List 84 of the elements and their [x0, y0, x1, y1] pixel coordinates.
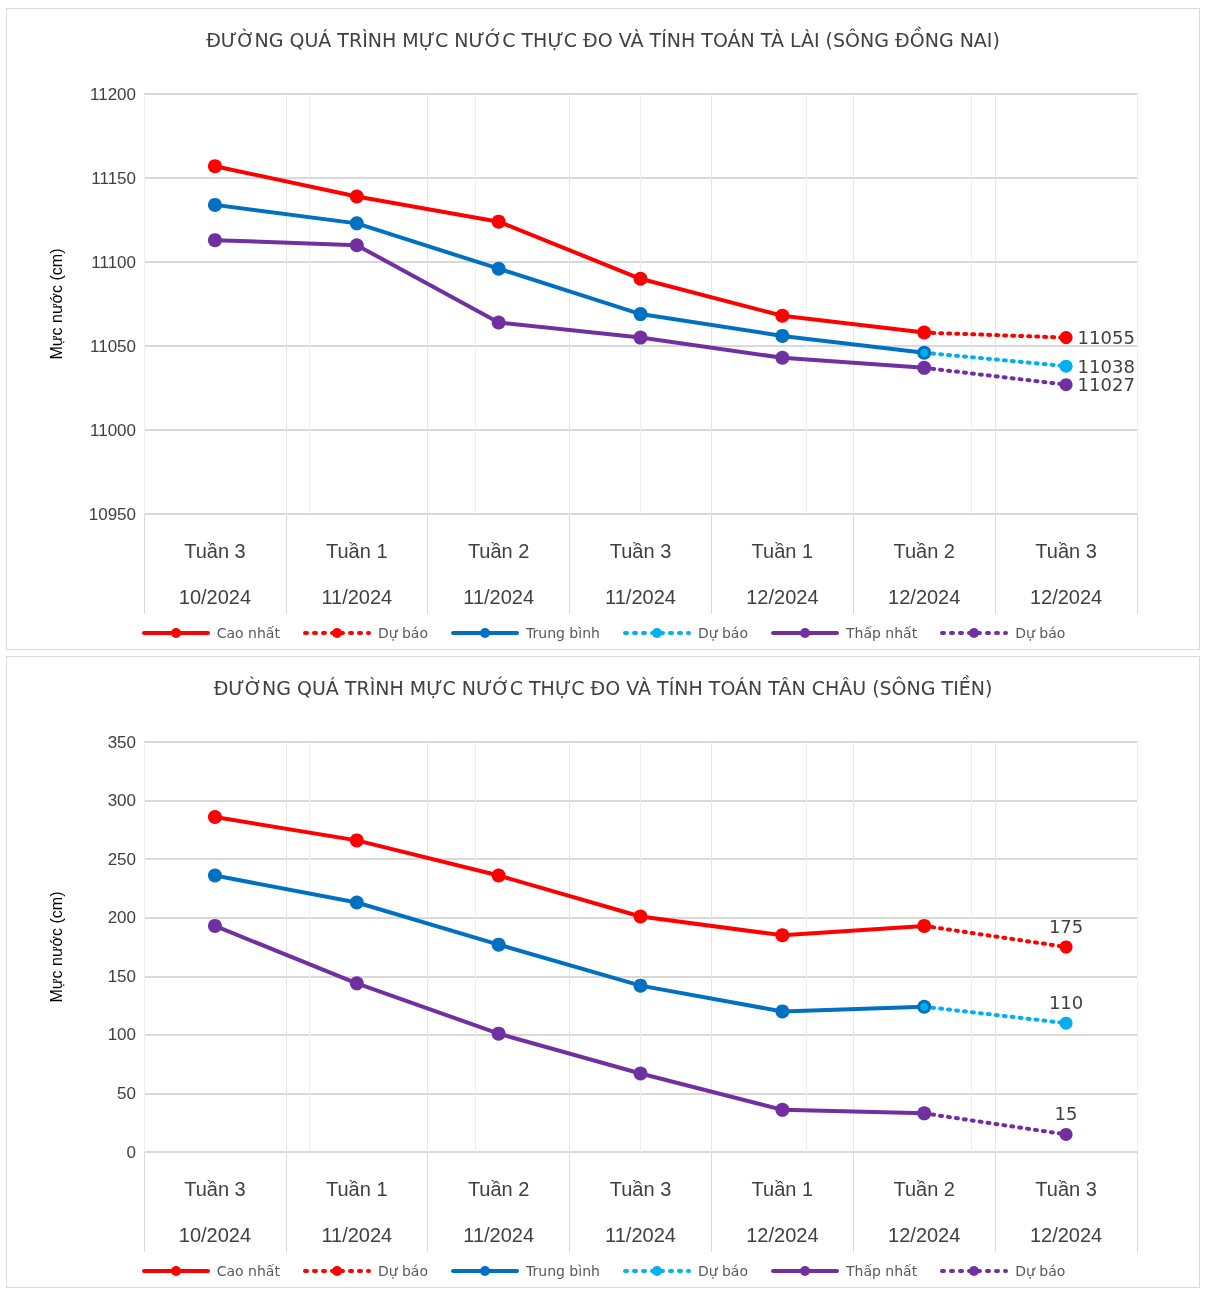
point [349, 189, 364, 204]
y-tick-label: 50 [117, 1083, 136, 1103]
point [349, 976, 364, 991]
point [633, 330, 648, 345]
category-label: Tuần 3 12/2024 [1029, 540, 1103, 608]
y-tick-label: 11150 [91, 168, 136, 188]
legend-label: Dự báo [1015, 1263, 1066, 1279]
legend-label: Dự báo [1015, 625, 1066, 641]
point [633, 978, 648, 993]
point [207, 868, 222, 883]
point [207, 159, 222, 174]
point [349, 833, 364, 848]
point [207, 233, 222, 248]
point [775, 1004, 790, 1019]
point [775, 328, 790, 343]
point [1059, 1127, 1073, 1141]
legend-label: Dự báo [697, 625, 749, 641]
point [1059, 331, 1073, 345]
data-label: 15 [1054, 1103, 1078, 1125]
y-tick-label: 300 [107, 791, 136, 811]
category-label: Tuần 3 10/2024 [178, 540, 252, 608]
chart-title: ĐƯỜNG QUÁ TRÌNH MỰC NƯỚC THỰC ĐO VÀ TÍNH TOÁN TÂN CHÂU (SÔNG TIỀN) [213, 674, 993, 699]
point [1059, 940, 1073, 954]
category-label: Tuần 2 12/2024 [888, 1178, 961, 1246]
point [207, 809, 222, 824]
y-tick-label: 11200 [89, 84, 136, 104]
legend-label: Cao nhất [216, 1263, 280, 1279]
point [633, 1066, 648, 1081]
data-label: 11027 [1077, 374, 1135, 396]
legend-label: Trung bình [526, 625, 600, 641]
y-tick-label: 350 [107, 732, 136, 752]
data-label: 110 [1048, 992, 1084, 1014]
data-label: 11038 [1077, 355, 1135, 377]
legend-label: Trung bình [526, 1263, 600, 1279]
category-label: Tuần 2 12/2024 [888, 540, 961, 608]
category-label: Tuần 1 11/2024 [321, 1178, 393, 1246]
y-tick-label: 200 [107, 908, 136, 928]
category-label: Tuần 3 11/2024 [605, 540, 676, 608]
point [775, 928, 790, 943]
point [491, 214, 506, 229]
point [775, 1102, 790, 1117]
data-label: 11055 [1077, 327, 1135, 349]
y-tick-label: 11050 [89, 336, 136, 356]
y-tick-label: 150 [107, 966, 136, 986]
point [633, 271, 648, 286]
category-label: Tuần 3 12/2024 [1029, 1178, 1103, 1246]
legend-label: Cao nhất [216, 625, 280, 641]
point [775, 308, 790, 323]
point [349, 895, 364, 910]
y-tick-label: 100 [107, 1025, 136, 1045]
category-label: Tuần 1 12/2024 [746, 540, 819, 608]
point [491, 937, 506, 952]
point [491, 868, 506, 883]
point [207, 918, 222, 933]
category-label: Tuần 2 11/2024 [463, 540, 535, 608]
point [491, 315, 506, 330]
data-label: 175 [1048, 916, 1084, 937]
point [491, 261, 506, 276]
point [775, 350, 790, 365]
y-tick-label: 250 [107, 849, 136, 869]
legend-label: Thấp nhất [846, 625, 918, 641]
legend-label: Thấp nhất [846, 1263, 918, 1279]
point [349, 238, 364, 253]
category-label: Tuần 2 11/2024 [463, 1178, 535, 1246]
y-tick-label: 0 [126, 1142, 136, 1162]
y-tick-label: 10950 [88, 504, 136, 524]
y-tick-label: 11000 [89, 420, 136, 440]
point [1059, 378, 1073, 392]
category-label: Tuần 3 10/2024 [178, 1178, 252, 1246]
y-axis-title: Mực nước (cm) [47, 248, 65, 360]
category-label: Tuần 1 12/2024 [746, 1178, 819, 1246]
point [633, 307, 648, 322]
legend-label: Dự báo [377, 625, 429, 641]
point [207, 197, 222, 212]
point [349, 216, 364, 231]
chart-title: ĐƯỜNG QUÁ TRÌNH MỰC NƯỚC THỰC ĐO VÀ TÍNH TOÁN TÀ LÀI (SÔNG ĐỒNG NAI) [206, 25, 1000, 51]
legend-label: Dự báo [697, 1263, 749, 1279]
legend-label: Dự báo [377, 1263, 429, 1279]
point [491, 1026, 506, 1041]
category-label: Tuần 1 11/2024 [321, 540, 393, 608]
point [633, 909, 648, 924]
category-label: Tuần 3 11/2024 [605, 1178, 676, 1246]
y-tick-label: 11100 [91, 252, 136, 272]
y-axis-title: Mực nước (cm) [47, 891, 65, 1003]
